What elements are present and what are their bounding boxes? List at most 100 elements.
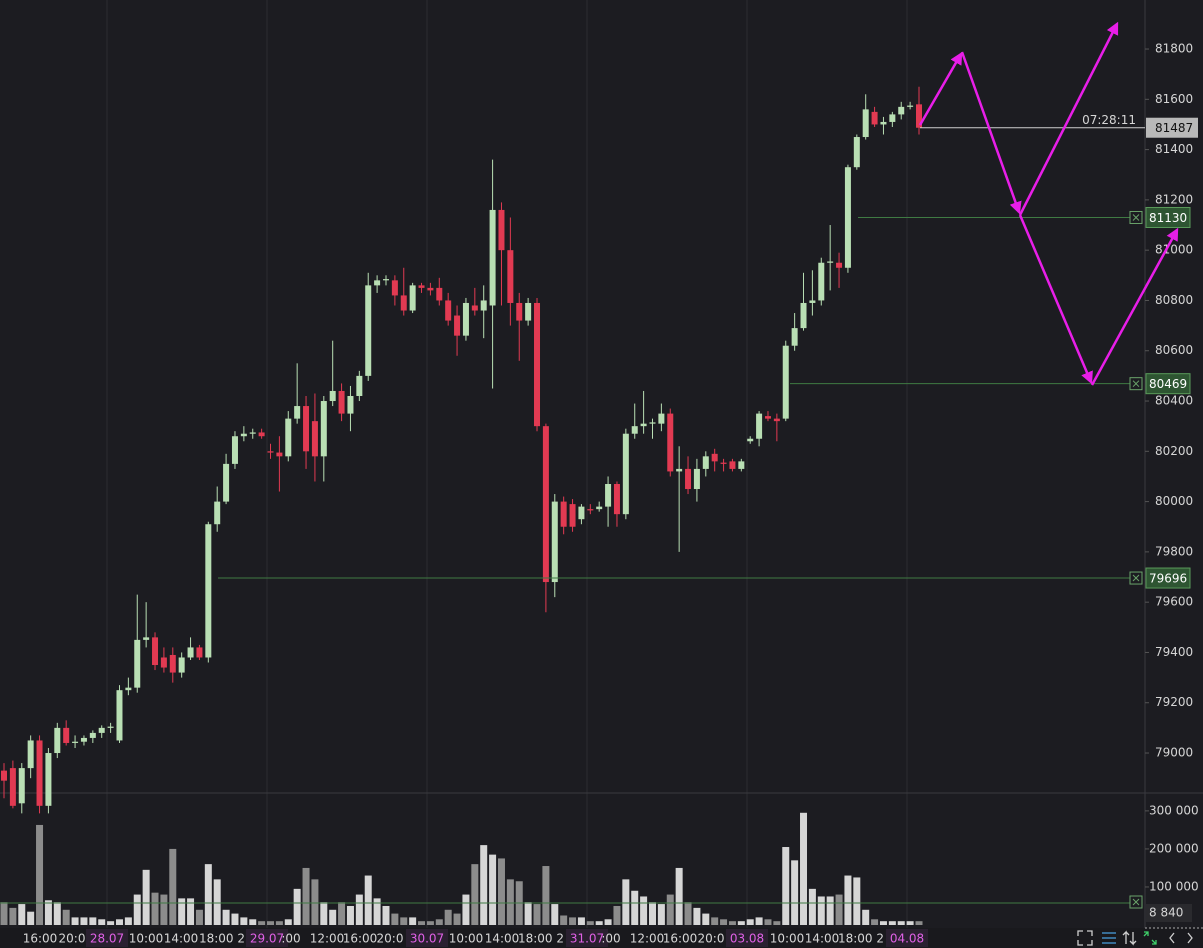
volume-bar [115, 919, 123, 925]
candle-body [169, 654, 176, 673]
time-label: 16:00 [23, 932, 58, 946]
volume-bar [18, 904, 26, 925]
y-tick-label: 80600 [1155, 343, 1193, 357]
date-label-box [406, 929, 448, 947]
volume-bar [391, 913, 399, 925]
remove-level[interactable] [1129, 377, 1143, 391]
expand-button[interactable] [1143, 931, 1157, 945]
candle-body [827, 261, 834, 263]
volume-bar [338, 902, 346, 925]
volume-bar [675, 867, 683, 925]
y-tick-label: 79600 [1155, 595, 1193, 609]
candle-body [311, 421, 318, 457]
candle-body [498, 209, 505, 251]
volume-bar [444, 909, 452, 925]
volume-bar [373, 898, 381, 925]
candle-body [462, 302, 469, 336]
next-button[interactable] [1187, 932, 1193, 944]
candle-body [773, 418, 780, 422]
volume-bar [302, 867, 310, 925]
volume-bar [533, 904, 541, 925]
prev-button[interactable] [1169, 932, 1175, 944]
candle-body [116, 690, 123, 741]
y-tick-label: 80200 [1155, 444, 1193, 458]
candle-body [507, 250, 514, 303]
volume-bar [53, 902, 61, 925]
y-tick-label: 81000 [1155, 243, 1193, 257]
y-tick-label: 81400 [1155, 142, 1193, 156]
date-label-box [886, 929, 928, 947]
candle-body [27, 740, 34, 769]
candle-body [320, 401, 327, 457]
last-price-label: 81487 [1155, 121, 1193, 135]
volume-bar [613, 905, 621, 925]
drawing-arrow [918, 51, 963, 126]
volume-bar [782, 847, 790, 925]
candle-body [45, 753, 52, 806]
volume-bar [506, 879, 514, 925]
candle-body [356, 375, 363, 396]
volume-bar [844, 875, 852, 925]
date-label: 04.08 [890, 932, 924, 946]
countdown: 07:28:11 [1082, 113, 1136, 127]
candle-body [80, 737, 87, 742]
scale-button[interactable] [1122, 930, 1137, 946]
volume-bar [231, 913, 239, 925]
candle-body [836, 262, 843, 268]
candle-body [143, 637, 150, 640]
candle-body [187, 647, 194, 658]
candle-body [18, 768, 25, 804]
volume-bar [240, 917, 248, 925]
remove-level[interactable] [1129, 210, 1143, 224]
candle-body [782, 345, 789, 419]
candle-body [303, 406, 310, 452]
volume-bar [27, 911, 35, 925]
volume-bar [817, 896, 825, 925]
volume-bar [720, 919, 728, 925]
candle-body [223, 463, 230, 502]
y-tick-label: 81200 [1155, 192, 1193, 206]
candle-body [596, 506, 603, 510]
volume-bar [711, 917, 719, 925]
volume-bar [71, 917, 79, 925]
time-label: :00 [601, 932, 620, 946]
price-level-label: 79696 [1149, 572, 1187, 586]
candle-body [178, 657, 185, 673]
candle-body [844, 167, 851, 268]
candle-body [534, 302, 541, 427]
volume-bar [737, 921, 745, 925]
fullscreen-button[interactable] [1077, 930, 1093, 946]
candle-body [747, 438, 754, 442]
candle-body [427, 287, 434, 291]
time-label: 18:00 2 [199, 932, 245, 946]
volume-bar [80, 917, 88, 925]
volume-bar [36, 824, 44, 925]
remove-level[interactable] [1129, 571, 1143, 585]
candle-body [107, 726, 114, 728]
remove-level[interactable] [1129, 895, 1143, 909]
y-tick-label: 80800 [1155, 293, 1193, 307]
candle-body [205, 524, 212, 658]
volume-bar [853, 877, 861, 925]
candle-body [853, 137, 860, 168]
candle-body [764, 416, 771, 419]
volume-bar [169, 848, 177, 925]
volume-bar [151, 892, 159, 925]
candle-body [196, 647, 203, 658]
candle-body [898, 106, 905, 115]
drawing-arrow [1018, 214, 1093, 385]
y-tick-label: 300 000 [1149, 803, 1199, 817]
volume-bar [595, 921, 603, 925]
volume-bar [480, 845, 488, 925]
date-label-box [566, 929, 608, 947]
volume-bar [98, 919, 106, 925]
y-tick-label: 79400 [1155, 645, 1193, 659]
candle-body [693, 468, 700, 490]
time-label: 20:0 [377, 932, 404, 946]
settings-button[interactable] [1102, 932, 1116, 944]
candle-body [240, 433, 247, 437]
volume-bar [142, 869, 150, 925]
candle-body [738, 461, 745, 469]
y-tick-label: 100 000 [1149, 879, 1199, 893]
